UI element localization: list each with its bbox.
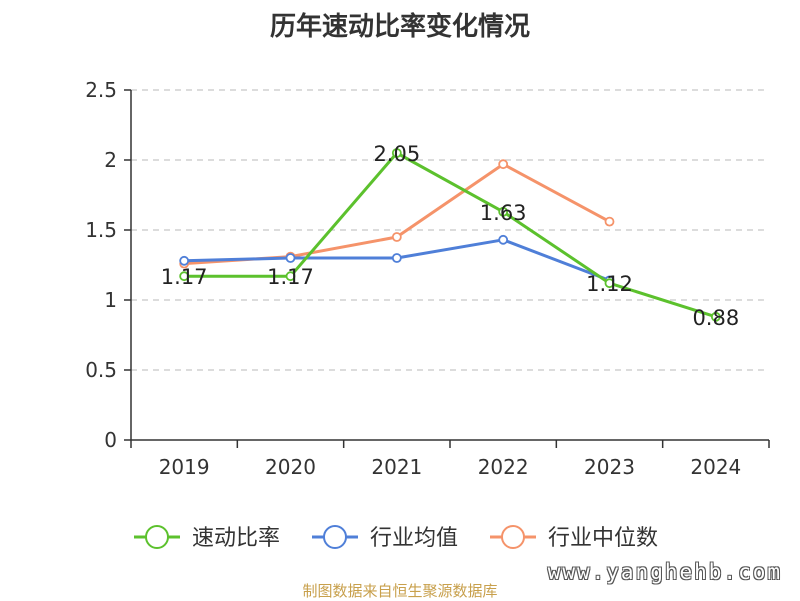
axes: 0 0.5 1 1.5 2 2.5 2019 2020 2021 2022 2023 2024 [85,78,770,479]
data-point [285,271,296,282]
data-point [179,255,190,266]
y-tick-label: 0.5 [85,358,117,382]
legend-label: 行业均值 [370,526,458,551]
series-lines [179,148,721,322]
data-point [604,278,615,289]
legend-label: 行业中位数 [548,526,658,551]
data-labels: 1.17 1.17 2.05 1.63 1.12 0.88 [161,142,739,330]
x-tick-label: 2024 [690,455,741,479]
data-point [285,253,296,263]
y-tick-label: 1.5 [85,218,117,242]
legend-marker [501,525,525,549]
data-point [391,253,402,263]
data-point [391,148,402,158]
watermark: www.yanghehb.com [547,560,782,584]
data-label: 1.17 [267,265,314,289]
data-label: 0.88 [692,306,739,330]
legend-marker [323,525,347,549]
legend: 速动比率 行业均值 行业中位数 [134,525,658,551]
grid-lines [131,89,769,371]
data-point [498,206,509,217]
legend-label: 速动比率 [192,526,280,551]
source-note: 制图数据来自恒生聚源数据库 [302,582,498,600]
series-line [184,162,611,266]
data-label: 1.17 [161,265,208,289]
data-point [391,232,402,242]
y-tick-label: 1 [104,288,117,312]
data-point [710,311,721,322]
y-tick-label: 2.5 [85,78,117,102]
data-point [498,234,509,245]
y-tick-label: 0 [104,428,117,452]
x-tick-label: 2020 [265,455,316,479]
legend-marker [145,525,169,549]
y-tick-label: 2 [104,148,117,172]
data-label: 1.63 [480,201,527,225]
x-tick-label: 2022 [478,455,529,479]
chart-title: 历年速动比率变化情况 [269,12,530,42]
x-tick-label: 2021 [371,455,422,479]
data-point [179,271,190,282]
data-label: 1.12 [586,272,633,296]
x-tick-label: 2023 [584,455,635,479]
series-line [184,151,717,319]
x-tick-label: 2019 [159,455,210,479]
data-point [498,159,509,170]
data-label: 2.05 [373,142,420,166]
data-point [604,216,615,227]
